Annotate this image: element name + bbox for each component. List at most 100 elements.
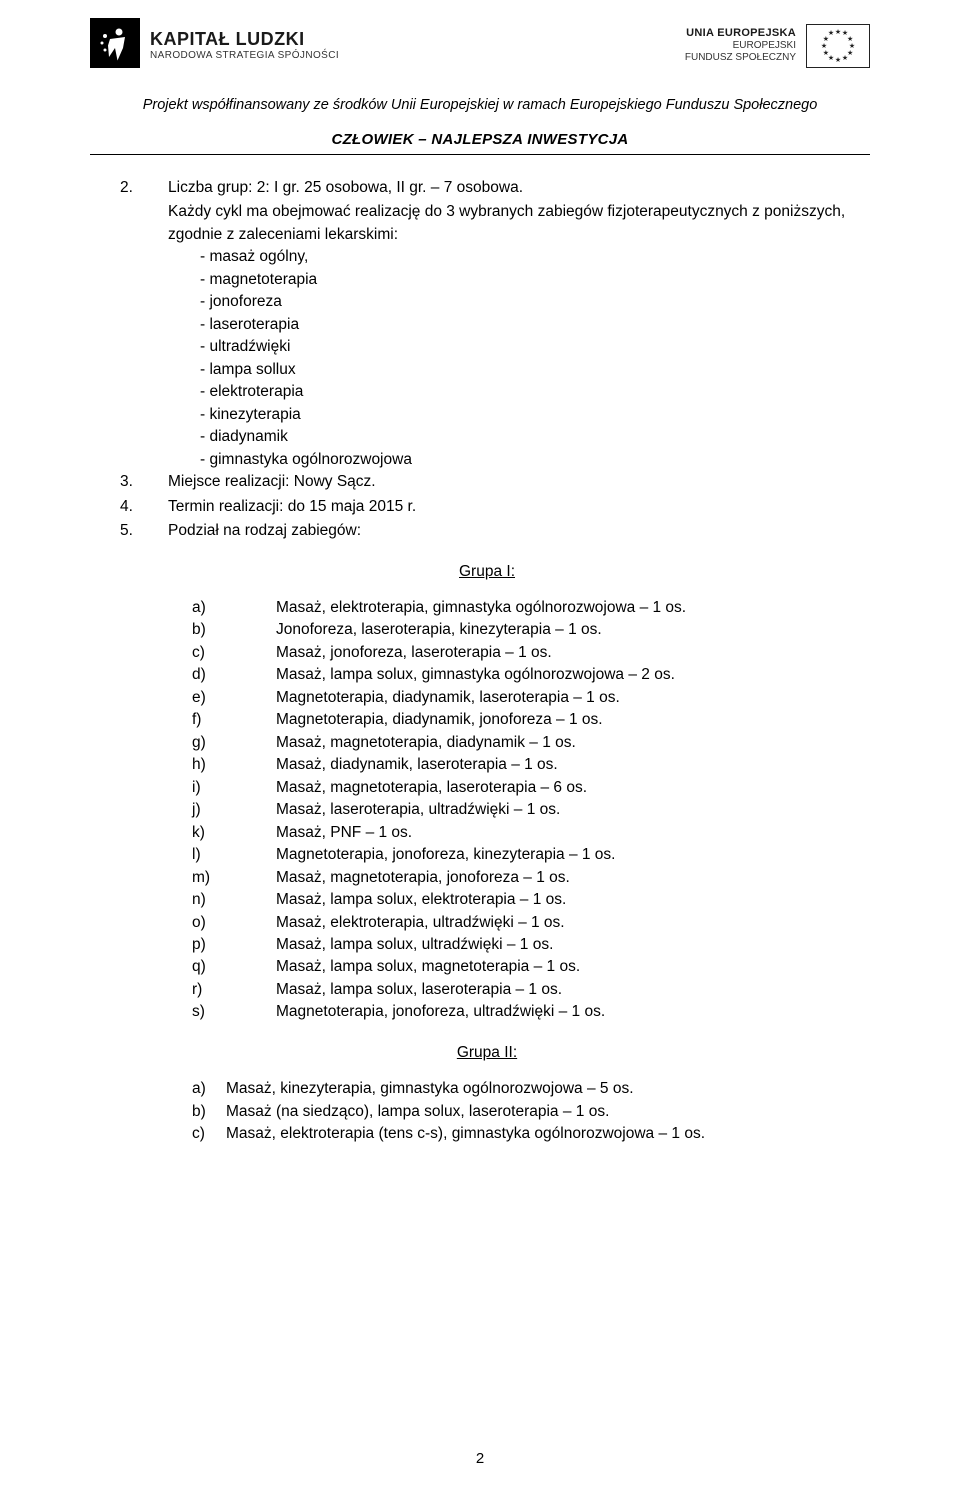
divider — [90, 154, 870, 155]
item2-bullets: - masaż ogólny,- magnetoterapia- jonofor… — [168, 246, 854, 471]
item-text: Liczba grup: 2: I gr. 25 osobowa, II gr.… — [168, 177, 523, 199]
star-icon: ★ — [835, 28, 841, 36]
list-text: Magnetoterapia, jonoforeza, ultradźwięki… — [276, 1001, 605, 1023]
group2-title: Grupa II: — [120, 1042, 854, 1064]
list-letter: b) — [192, 619, 276, 641]
list-text: Masaż, PNF – 1 os. — [276, 822, 412, 844]
bullet-line: - magnetoterapia — [200, 269, 854, 291]
star-icon: ★ — [821, 42, 827, 50]
page-number: 2 — [0, 1450, 960, 1467]
star-icon: ★ — [835, 56, 841, 64]
bullet-line: - jonoforeza — [200, 291, 854, 313]
bullet-line: - lampa sollux — [200, 359, 854, 381]
list-letter: c) — [192, 642, 276, 664]
item2-intro: Każdy cykl ma obejmować realizację do 3 … — [168, 201, 854, 246]
list-item: n)Masaż, lampa solux, elektroterapia – 1… — [192, 889, 854, 911]
bullet-line: - masaż ogólny, — [200, 246, 854, 268]
list-text: Masaż, jonoforeza, laseroterapia – 1 os. — [276, 642, 552, 664]
list-item-2: 2. Liczba grup: 2: I gr. 25 osobowa, II … — [120, 177, 854, 199]
list-text: Masaż, lampa solux, gimnastyka ogólnoroz… — [276, 664, 675, 686]
kapital-ludzki-icon — [90, 18, 140, 73]
list-letter: s) — [192, 1001, 276, 1023]
logo-eu: UNIA EUROPEJSKA EUROPEJSKI FUNDUSZ SPOŁE… — [685, 24, 870, 68]
list-letter: p) — [192, 934, 276, 956]
list-text: Masaż, magnetoterapia, laseroterapia – 6… — [276, 777, 587, 799]
list-item: m)Masaż, magnetoterapia, jonoforeza – 1 … — [192, 867, 854, 889]
list-item: h)Masaż, diadynamik, laseroterapia – 1 o… — [192, 754, 854, 776]
star-icon: ★ — [828, 29, 834, 37]
list-letter: n) — [192, 889, 276, 911]
bullet-line: - diadynamik — [200, 426, 854, 448]
list-item: k)Masaż, PNF – 1 os. — [192, 822, 854, 844]
list-text: Masaż, lampa solux, magnetoterapia – 1 o… — [276, 956, 580, 978]
list-item: s)Magnetoterapia, jonoforeza, ultradźwię… — [192, 1001, 854, 1023]
list-text: Masaż, magnetoterapia, diadynamik – 1 os… — [276, 732, 576, 754]
eu-line2: EUROPEJSKI — [685, 40, 796, 52]
list-text: Masaż (na siedząco), lampa solux, lasero… — [226, 1101, 609, 1123]
list-item: q)Masaż, lampa solux, magnetoterapia – 1… — [192, 956, 854, 978]
bullet-line: - gimnastyka ogólnorozwojowa — [200, 449, 854, 471]
list-item: r)Masaż, lampa solux, laseroterapia – 1 … — [192, 979, 854, 1001]
list-letter: r) — [192, 979, 276, 1001]
list-letter: k) — [192, 822, 276, 844]
list-item: e)Magnetoterapia, diadynamik, laserotera… — [192, 687, 854, 709]
list-letter: q) — [192, 956, 276, 978]
list-item: b)Jonoforeza, laseroterapia, kinezyterap… — [192, 619, 854, 641]
list-text: Masaż, lampa solux, ultradźwięki – 1 os. — [276, 934, 553, 956]
group1-title: Grupa I: — [120, 561, 854, 583]
bullet-line: - ultradźwięki — [200, 336, 854, 358]
list-item: c)Masaż, jonoforeza, laseroterapia – 1 o… — [192, 642, 854, 664]
logo-kapital-ludzki: KAPITAŁ LUDZKI NARODOWA STRATEGIA SPÓJNO… — [90, 18, 339, 73]
list-text: Magnetoterapia, diadynamik, laseroterapi… — [276, 687, 620, 709]
list-letter: f) — [192, 709, 276, 731]
list-letter: e) — [192, 687, 276, 709]
document-page: KAPITAŁ LUDZKI NARODOWA STRATEGIA SPÓJNO… — [0, 0, 960, 1489]
list-item: a) Masaż, kinezyterapia, gimnastyka ogóln… — [192, 1078, 854, 1100]
list-item-4: 4. Termin realizacji: do 15 maja 2015 r. — [120, 496, 854, 518]
item-text: Podział na rodzaj zabiegów: — [168, 520, 361, 542]
list-text: Masaż, lampa solux, laseroterapia – 1 os… — [276, 979, 562, 1001]
kl-subtitle: NARODOWA STRATEGIA SPÓJNOŚCI — [150, 50, 339, 61]
eu-line3: FUNDUSZ SPOŁECZNY — [685, 52, 796, 64]
list-letter: h) — [192, 754, 276, 776]
list-text: Magnetoterapia, jonoforeza, kinezyterapi… — [276, 844, 616, 866]
list-text: Masaż, kinezyterapia, gimnastyka ogólnor… — [226, 1078, 634, 1100]
star-icon: ★ — [823, 49, 829, 57]
eu-line1: UNIA EUROPEJSKA — [685, 27, 796, 40]
funding-note: Projekt współfinansowany ze środków Unii… — [90, 97, 870, 113]
slogan: CZŁOWIEK – NAJLEPSZA INWESTYCJA — [90, 131, 870, 148]
list-letter: i) — [192, 777, 276, 799]
list-letter: o) — [192, 912, 276, 934]
header: KAPITAŁ LUDZKI NARODOWA STRATEGIA SPÓJNO… — [90, 18, 870, 73]
list-text: Masaż, magnetoterapia, jonoforeza – 1 os… — [276, 867, 570, 889]
list-item: g)Masaż, magnetoterapia, diadynamik – 1 … — [192, 732, 854, 754]
list-letter: g) — [192, 732, 276, 754]
item-number: 5. — [120, 520, 140, 542]
list-item: b) Masaż (na siedząco), lampa solux, lase… — [192, 1101, 854, 1123]
list-letter: j) — [192, 799, 276, 821]
group2-list: a) Masaż, kinezyterapia, gimnastyka ogóln… — [192, 1078, 854, 1145]
list-letter: a) — [192, 597, 276, 619]
eu-text: UNIA EUROPEJSKA EUROPEJSKI FUNDUSZ SPOŁE… — [685, 27, 796, 64]
list-text: Masaż, diadynamik, laseroterapia – 1 os. — [276, 754, 558, 776]
list-letter: m) — [192, 867, 276, 889]
list-item: p)Masaż, lampa solux, ultradźwięki – 1 o… — [192, 934, 854, 956]
item-number: 2. — [120, 177, 140, 199]
kl-title: KAPITAŁ LUDZKI — [150, 30, 339, 50]
list-text: Jonoforeza, laseroterapia, kinezyterapia… — [276, 619, 602, 641]
list-letter: a) — [192, 1078, 216, 1100]
list-text: Magnetoterapia, diadynamik, jonoforeza –… — [276, 709, 603, 731]
eu-flag-icon: ★★★★★★★★★★★★ — [806, 24, 870, 68]
list-letter: b) — [192, 1101, 216, 1123]
list-item: j)Masaż, laseroterapia, ultradźwięki – 1… — [192, 799, 854, 821]
bullet-line: - kinezyterapia — [200, 404, 854, 426]
list-item: f)Magnetoterapia, diadynamik, jonoforeza… — [192, 709, 854, 731]
list-text: Masaż, laseroterapia, ultradźwięki – 1 o… — [276, 799, 560, 821]
list-letter: c) — [192, 1123, 216, 1145]
kapital-ludzki-text: KAPITAŁ LUDZKI NARODOWA STRATEGIA SPÓJNO… — [150, 30, 339, 61]
list-letter: l) — [192, 844, 276, 866]
list-item-5: 5. Podział na rodzaj zabiegów: — [120, 520, 854, 542]
list-item: l)Magnetoterapia, jonoforeza, kinezytera… — [192, 844, 854, 866]
list-item: d)Masaż, lampa solux, gimnastyka ogólnor… — [192, 664, 854, 686]
bullet-line: - laseroterapia — [200, 314, 854, 336]
